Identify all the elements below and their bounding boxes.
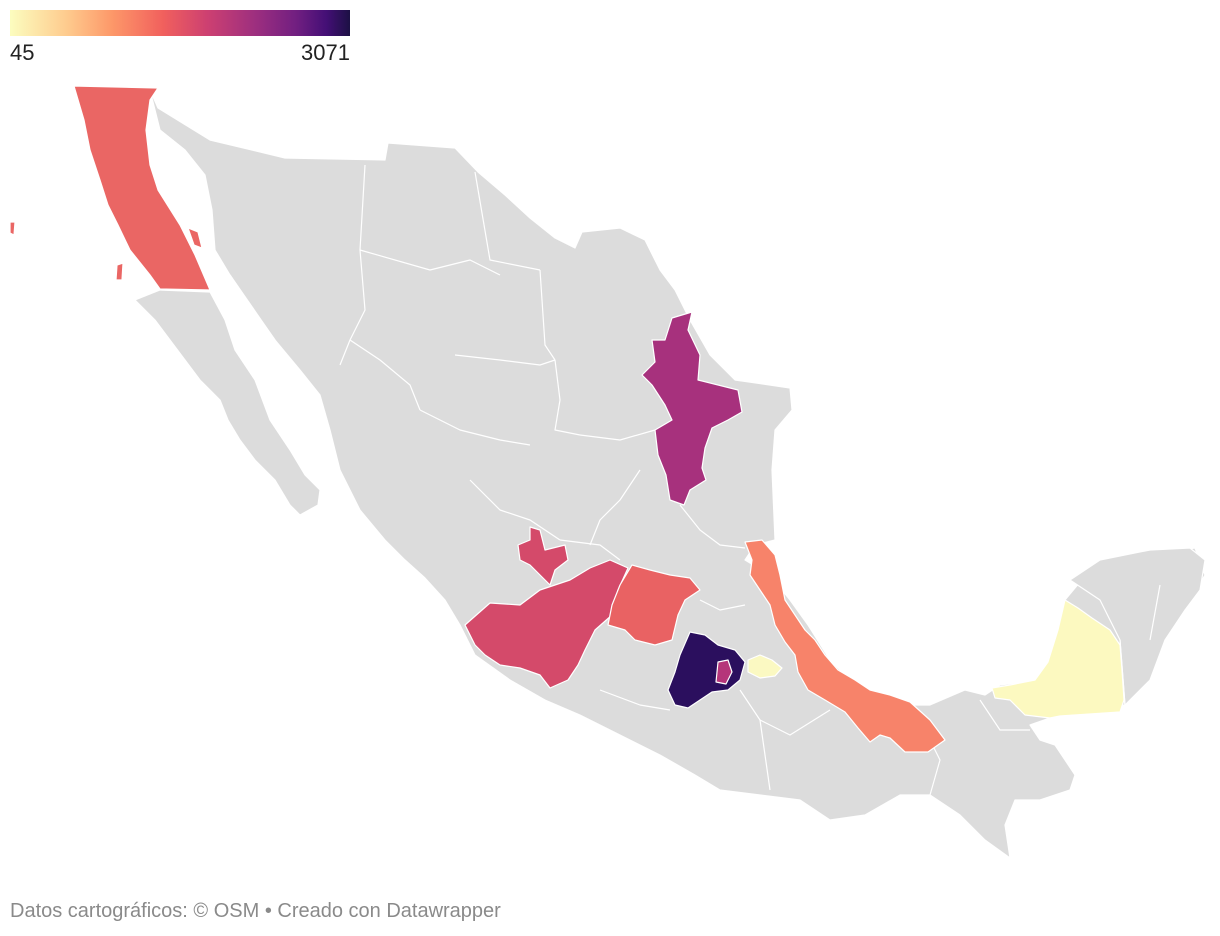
- region-veracruz[interactable]: [744, 539, 946, 753]
- map-footer: Datos cartográficos: © OSM • Creado con …: [10, 900, 501, 923]
- datawrapper-credit: • Creado con Datawrapper: [259, 900, 501, 922]
- state-borders: [229, 164, 1161, 796]
- color-legend: 45 3071: [10, 10, 350, 65]
- region-ciudad-de-mexico[interactable]: [715, 659, 733, 685]
- region-jalisco[interactable]: [464, 559, 629, 689]
- legend-max-label: 3071: [301, 40, 350, 65]
- region-nuevo-leon[interactable]: [641, 311, 743, 506]
- region-baja-california-island-3[interactable]: [187, 227, 203, 249]
- region-tlaxcala[interactable]: [747, 654, 783, 679]
- legend-gradient-bar: [10, 10, 350, 36]
- source-credit: Datos cartográficos: © OSM: [10, 900, 260, 922]
- region-guanajuato[interactable]: [607, 564, 701, 646]
- legend-min-label: 45: [10, 40, 35, 65]
- region-baja-california[interactable]: [73, 85, 211, 291]
- legend-labels: 45 3071: [10, 36, 350, 65]
- mexico-choropleth-map: [9, 85, 1206, 859]
- region-campeche[interactable]: [991, 599, 1125, 719]
- region-baja-california-island-1[interactable]: [9, 221, 16, 236]
- region-baja-california-island-2[interactable]: [115, 262, 124, 281]
- map-base-bcs: [134, 289, 321, 516]
- region-aguascalientes[interactable]: [517, 526, 569, 586]
- region-estado-de-mexico[interactable]: [667, 631, 746, 709]
